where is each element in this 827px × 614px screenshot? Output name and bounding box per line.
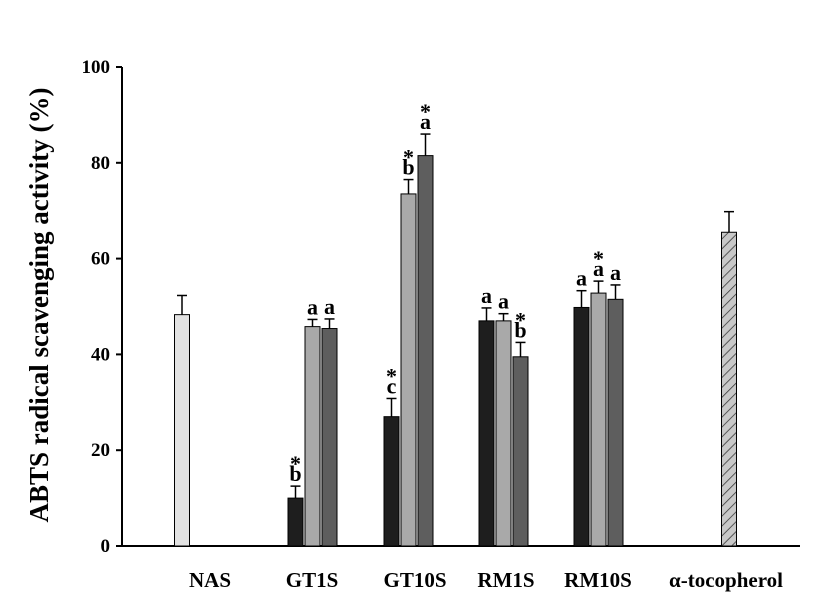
significance-letter: c bbox=[387, 373, 397, 398]
y-tick-label: 60 bbox=[91, 249, 110, 270]
bar bbox=[607, 298, 624, 547]
bar bbox=[383, 416, 400, 547]
bar bbox=[495, 320, 512, 547]
bar bbox=[721, 231, 737, 547]
bar bbox=[573, 306, 590, 547]
significance-letter: a bbox=[498, 289, 509, 314]
y-tick-label: 40 bbox=[91, 344, 110, 365]
bar bbox=[400, 193, 417, 547]
significance-star: * bbox=[593, 246, 604, 271]
bar bbox=[287, 497, 304, 547]
y-axis-title: ABTS radical scavenging activity (%) bbox=[24, 88, 54, 523]
significance-letter: b bbox=[514, 317, 526, 342]
significance-letter: a bbox=[307, 294, 318, 319]
y-tick-label: 80 bbox=[91, 153, 110, 174]
significance-letter: b bbox=[402, 155, 414, 180]
bar bbox=[590, 292, 607, 547]
bar bbox=[478, 320, 495, 547]
x-category-label: RM10S bbox=[564, 568, 632, 592]
y-tick-label: 20 bbox=[91, 440, 110, 461]
bar bbox=[304, 326, 321, 547]
significance-letter: a bbox=[593, 256, 604, 281]
bar bbox=[174, 314, 190, 547]
bar bbox=[321, 328, 338, 547]
significance-star: * bbox=[515, 307, 526, 332]
x-category-label: GT10S bbox=[383, 568, 446, 592]
x-category-label: NAS bbox=[189, 568, 231, 592]
significance-star: * bbox=[386, 363, 397, 388]
significance-letter: a bbox=[481, 283, 492, 308]
bar bbox=[512, 356, 529, 547]
significance-letter: a bbox=[420, 109, 431, 134]
x-category-label: RM1S bbox=[477, 568, 534, 592]
significance-letter: a bbox=[610, 260, 621, 285]
significance-star: * bbox=[403, 145, 414, 170]
significance-star: * bbox=[420, 99, 431, 124]
x-category-label: α-tocopherol bbox=[669, 568, 783, 592]
significance-letter: a bbox=[324, 294, 335, 319]
significance-star: * bbox=[290, 451, 301, 476]
plot-area: 0 20 40 60 80 100 NAS GT1S GT10S RM1S RM10S α-tocop… bbox=[82, 57, 800, 592]
bar bbox=[417, 155, 434, 547]
x-category-label: GT1S bbox=[286, 568, 339, 592]
significance-letter: b bbox=[289, 461, 301, 486]
y-tick-label: 0 bbox=[101, 536, 111, 557]
significance-letter: a bbox=[576, 266, 587, 291]
y-tick-label: 100 bbox=[82, 57, 111, 78]
